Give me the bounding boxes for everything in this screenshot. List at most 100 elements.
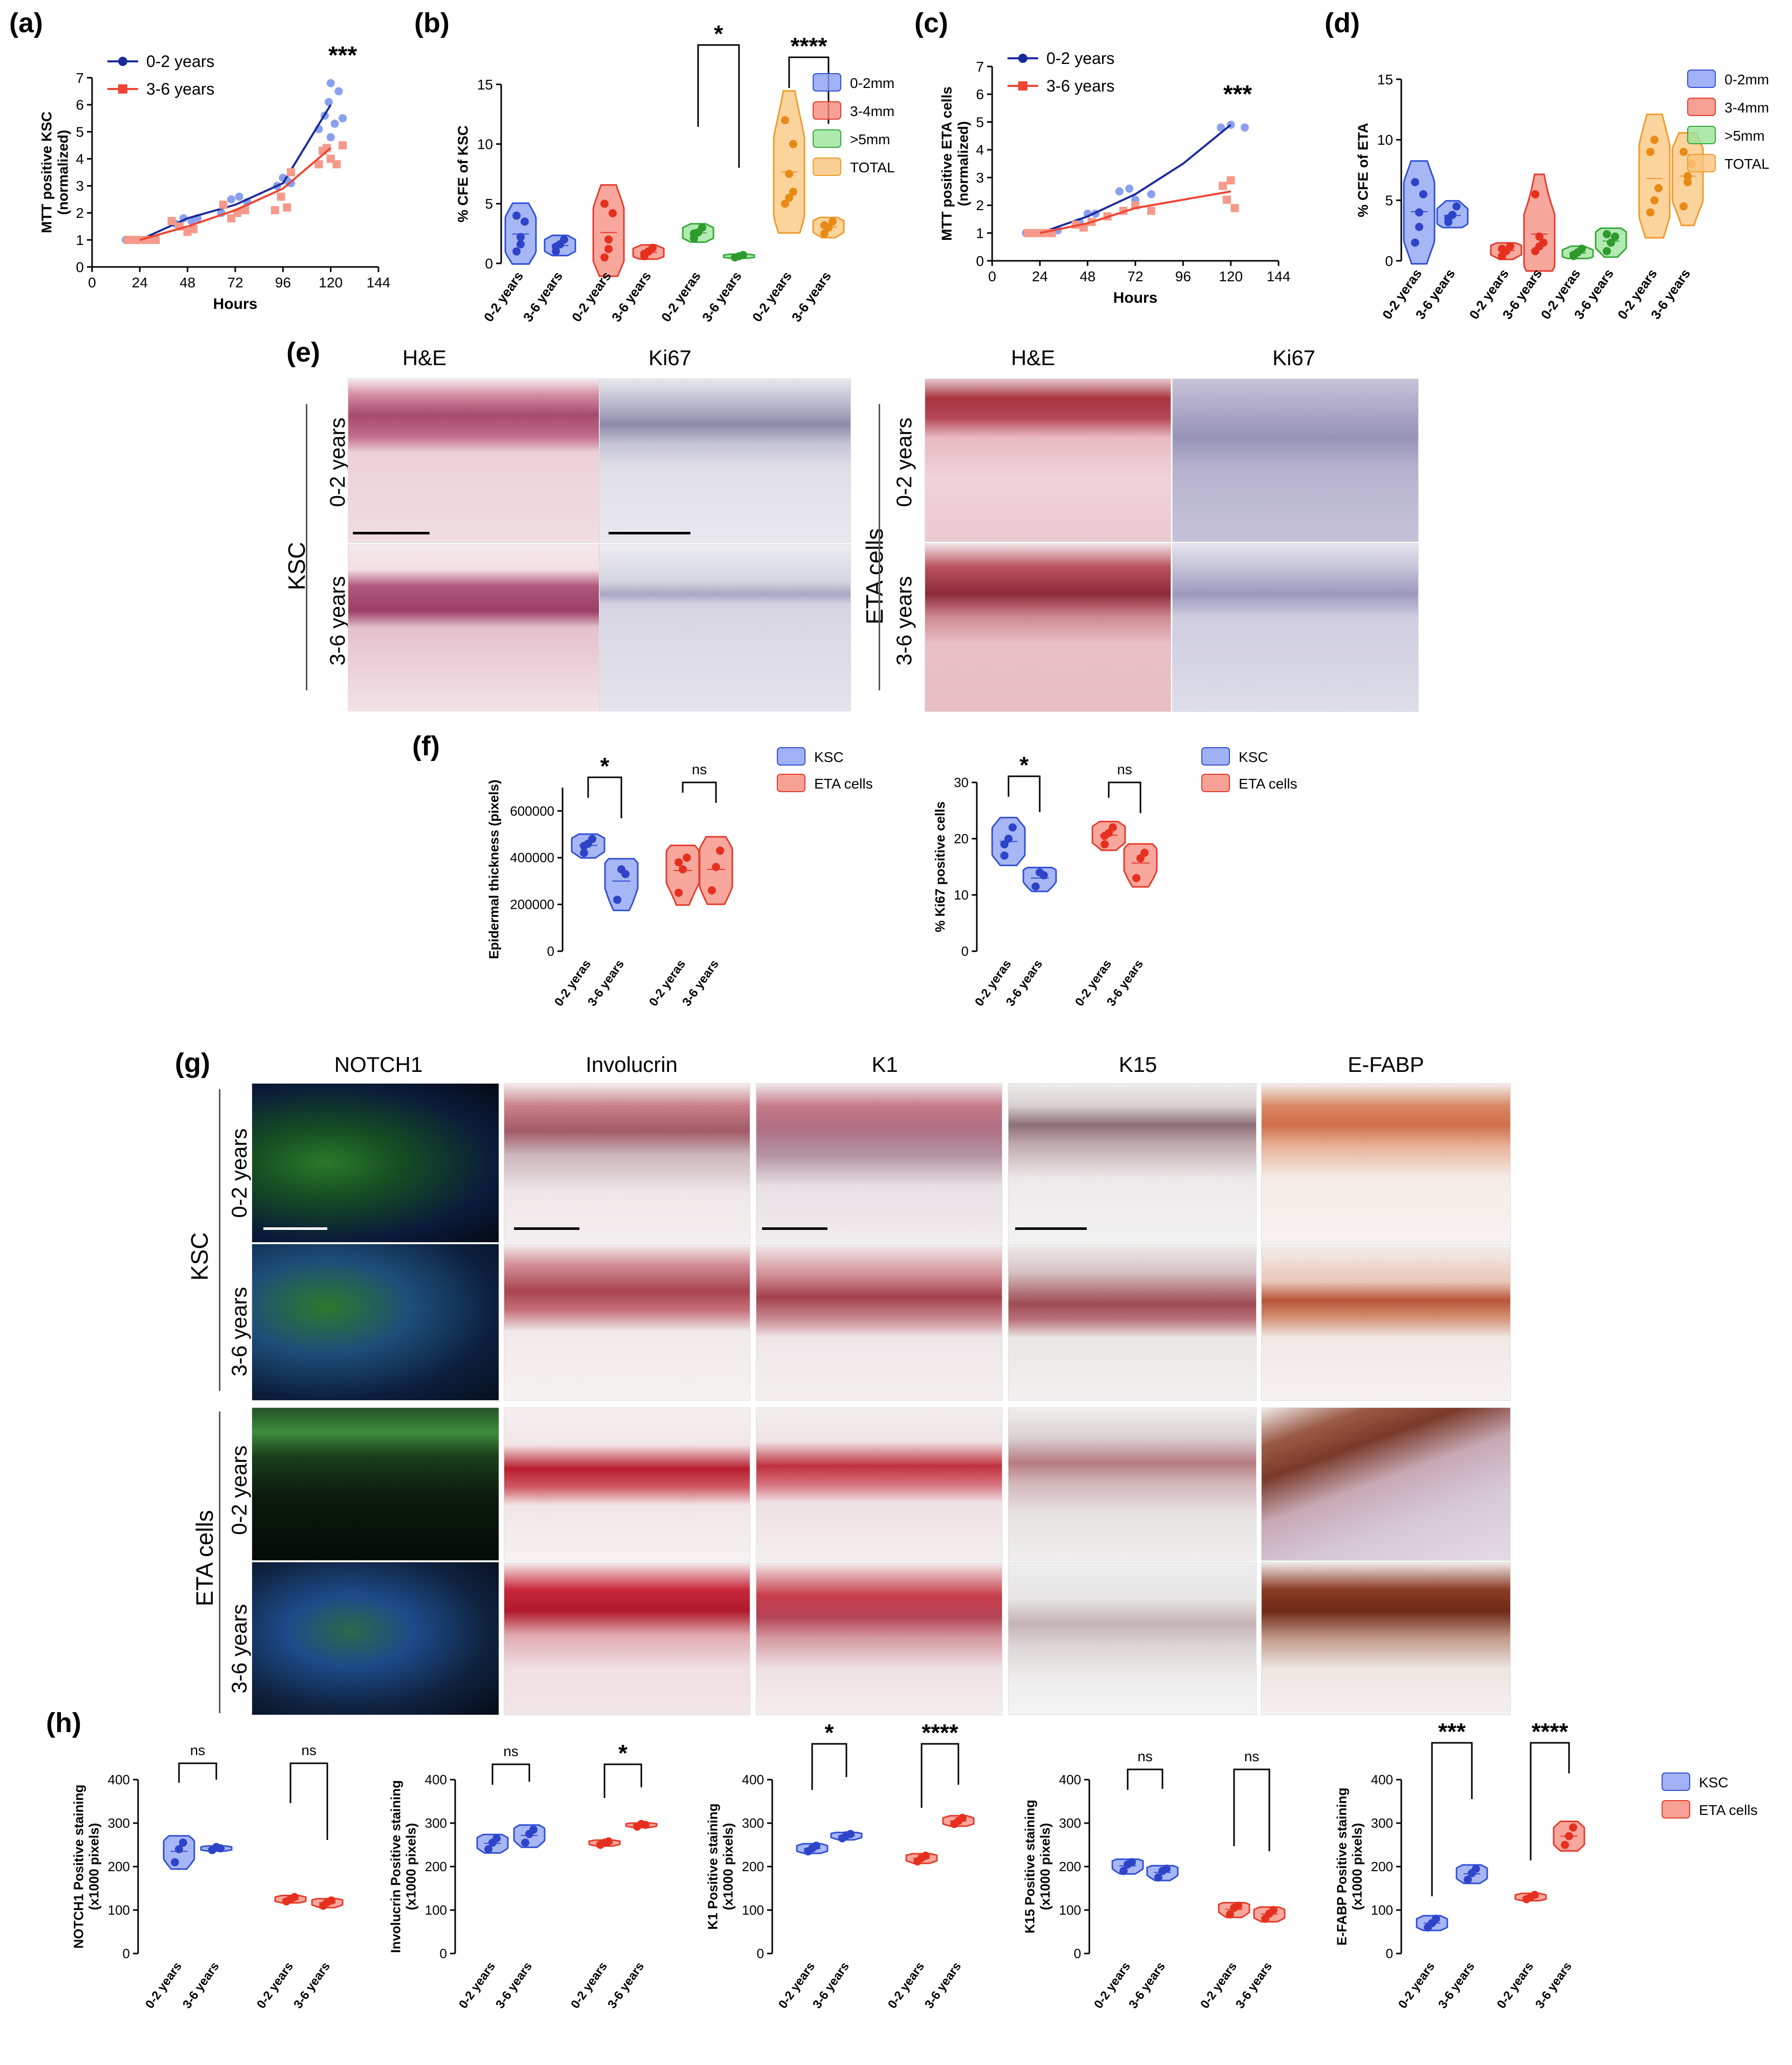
f2-point-1-2: [1040, 871, 1048, 880]
a-s1-line: [139, 147, 331, 241]
h1-category-1: 3-6 years: [180, 1960, 222, 2011]
b-point-0-1: [517, 233, 525, 241]
f2-point-1-0: [1032, 882, 1040, 891]
h4-point-1-0: [1154, 1873, 1162, 1882]
h1-ytick-label-0: 0: [123, 1946, 130, 1961]
c-annotation: ***: [1223, 81, 1252, 108]
h4-bracket-label-0: ns: [1137, 1748, 1153, 1764]
b-point-1-2: [560, 235, 568, 244]
g-efabp-eta-0-2: [1261, 1407, 1511, 1561]
a-s0-point-22: [334, 87, 343, 96]
a-xtick-label-1: 24: [132, 275, 148, 290]
panel-letter-b: (b): [414, 8, 450, 38]
h1-bracket-0: [178, 1762, 217, 1783]
b-category-0: 0-2 years: [481, 268, 526, 325]
a-s1-point-9: [219, 200, 228, 209]
d-point-0-2: [1419, 190, 1427, 198]
h3-ytick-label-1: 100: [742, 1902, 764, 1918]
g-header-k1: K1: [871, 1052, 898, 1076]
h3-bracket-0: [811, 1743, 847, 1790]
a-s1-point-8: [189, 225, 198, 233]
g-k1-ksc-3-6: [756, 1244, 1002, 1401]
f2-point-2-3: [1101, 832, 1109, 840]
g-notch1-ksc-0-2: [252, 1083, 499, 1243]
g-efabp-ksc-0-2: [1261, 1083, 1511, 1243]
f2-point-0-0: [1000, 851, 1009, 860]
h2-ytick-label-3: 300: [425, 1815, 447, 1831]
a-s1-point-15: [283, 203, 292, 212]
f1-point-3-0: [708, 886, 716, 895]
b-violin-2: [592, 184, 625, 277]
f2-bracket-0: [1007, 775, 1041, 812]
b-ytick-label-0: 0: [485, 256, 493, 272]
f2-legend-swatch-1: [1201, 774, 1230, 792]
d-point-3-4: [1535, 232, 1543, 241]
b-category-4: 0-2 yeras: [658, 268, 704, 325]
h1-point-2-2: [290, 1893, 299, 1901]
a-s1-point-13: [271, 206, 279, 214]
a-xtick-label-0: 0: [88, 275, 96, 290]
h5-legend-label-1: ETA cells: [1699, 1802, 1758, 1818]
a-s1-point-21: [332, 160, 341, 169]
h2-point-1-0: [521, 1838, 529, 1847]
h3-bracket-label-0: *: [825, 1723, 834, 1746]
d-point-0-4: [1415, 208, 1423, 217]
g-scalebar-1: [263, 1227, 327, 1230]
f2-ytick-label-0: 0: [961, 944, 969, 959]
c-s1-point-14: [1222, 195, 1231, 204]
b-point-6-3: [781, 116, 789, 124]
e-he-ksc-3-6: [348, 544, 599, 711]
g-row-eta-0-2: 0-2 years: [227, 1445, 251, 1535]
a-annotation: ***: [328, 46, 357, 69]
h2-ytick-label-1: 100: [425, 1902, 447, 1918]
e-header-ki67-right: Ki67: [1272, 346, 1316, 370]
f1-ytick-label-1: 200000: [510, 897, 554, 912]
g-k1-eta-0-2: [756, 1407, 1002, 1561]
f1-bracket-label-1: ns: [692, 761, 707, 777]
f1-legend-swatch-0: [777, 747, 805, 766]
h5-point-2-2: [1531, 1891, 1539, 1899]
e-ki67-eta-3-6: [1172, 543, 1419, 712]
d-ytick-label-1: 5: [1385, 192, 1393, 208]
c-ylabel-0: MTT positive ETA cells: [938, 86, 954, 241]
g-scalebar-4: [1015, 1227, 1087, 1230]
b-point-3-3: [640, 250, 648, 258]
e-ki67-ksc-3-6: [599, 544, 851, 711]
e-row-3-6-right: 3-6 years: [892, 576, 916, 666]
h4-bracket-1: [1233, 1768, 1270, 1851]
b-bracket-0: [697, 44, 740, 168]
a-s1-point-12: [241, 206, 250, 214]
f1-point-3-2: [716, 846, 724, 855]
h5-ytick-label-4: 400: [1371, 1772, 1393, 1787]
h2-point-3-2: [641, 1821, 649, 1829]
d-point-3-2: [1539, 238, 1548, 247]
a-s0-point-23: [339, 114, 347, 123]
a-ytick-label-0: 0: [76, 259, 84, 275]
f1-bracket-label-0: *: [600, 753, 610, 779]
a-ytick-label-1: 1: [76, 232, 84, 248]
f2-point-2-0: [1101, 840, 1109, 848]
f1-point-3-1: [712, 863, 720, 871]
h1-point-3-2: [327, 1896, 335, 1905]
a-xtick-label-6: 144: [367, 275, 391, 290]
d-point-1-3: [1444, 214, 1452, 223]
d-violin-3: [1523, 173, 1556, 272]
g-header-k15: K15: [1118, 1052, 1157, 1076]
h5-legend-label-0: KSC: [1699, 1775, 1729, 1790]
c-legend-label-1: 3-6 years: [1046, 77, 1114, 95]
c-ytick-label-4: 4: [976, 142, 984, 158]
b-point-0-0: [512, 247, 521, 256]
c-s1-point-0: [1024, 229, 1032, 237]
e-divider-left: [306, 404, 307, 690]
d-point-3-3: [1531, 190, 1539, 198]
h5-point-3-1: [1565, 1832, 1573, 1840]
d-point-2-3: [1498, 244, 1506, 253]
c-xtick-label-3: 72: [1127, 268, 1143, 284]
b-point-7-2: [828, 217, 837, 226]
a-xtick-label-5: 120: [319, 275, 343, 290]
d-legend-swatch-1: [1687, 98, 1716, 116]
a-s1-point-4: [151, 236, 160, 244]
h2-ytick-label-0: 0: [440, 1946, 447, 1961]
